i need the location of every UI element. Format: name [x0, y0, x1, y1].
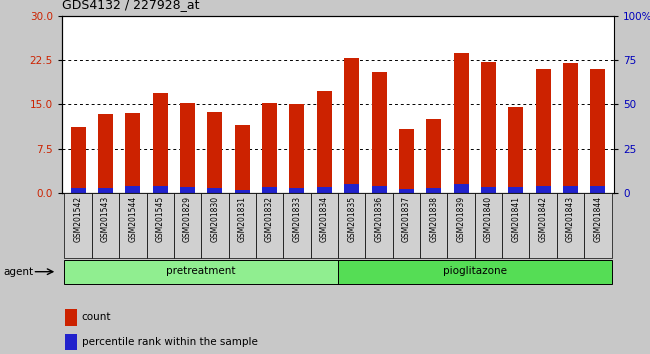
Text: GSM201543: GSM201543	[101, 196, 110, 242]
Bar	[229, 193, 256, 258]
Bar	[454, 184, 469, 193]
Bar	[426, 119, 441, 193]
Text: GSM201545: GSM201545	[156, 196, 164, 242]
Bar	[508, 107, 523, 193]
Bar	[98, 114, 113, 193]
Bar	[283, 193, 311, 258]
Bar	[311, 193, 338, 258]
Text: GSM201831: GSM201831	[238, 196, 247, 242]
Text: GSM201834: GSM201834	[320, 196, 329, 242]
Bar	[65, 334, 77, 350]
Bar	[125, 186, 140, 193]
Bar	[399, 129, 414, 193]
Bar	[125, 113, 140, 193]
Text: GSM201841: GSM201841	[512, 196, 520, 242]
Text: count: count	[82, 312, 111, 322]
Bar	[426, 188, 441, 193]
Bar	[393, 193, 420, 258]
Text: GSM201832: GSM201832	[265, 196, 274, 242]
Text: GSM201835: GSM201835	[347, 196, 356, 242]
Bar	[262, 103, 277, 193]
Bar	[146, 193, 174, 258]
Text: GSM201843: GSM201843	[566, 196, 575, 242]
Bar	[180, 187, 195, 193]
Bar	[174, 193, 202, 258]
Text: pretreatment: pretreatment	[166, 266, 236, 276]
Bar	[447, 193, 474, 258]
Bar	[536, 69, 551, 193]
Bar	[207, 112, 222, 193]
Bar	[262, 187, 277, 193]
Bar	[207, 188, 222, 193]
Bar	[344, 184, 359, 193]
Bar	[536, 186, 551, 193]
Bar	[64, 260, 338, 284]
Bar	[153, 93, 168, 193]
Text: GSM201836: GSM201836	[374, 196, 384, 242]
Text: GSM201839: GSM201839	[456, 196, 465, 242]
Bar	[338, 193, 365, 258]
Text: agent: agent	[3, 267, 33, 277]
Bar	[235, 125, 250, 193]
Bar	[92, 193, 119, 258]
Bar	[98, 188, 113, 193]
Bar	[557, 193, 584, 258]
Bar	[235, 190, 250, 193]
Text: GSM201830: GSM201830	[211, 196, 220, 242]
Bar	[344, 58, 359, 193]
Bar	[454, 53, 469, 193]
Bar	[180, 103, 195, 193]
Text: GSM201842: GSM201842	[539, 196, 548, 242]
Text: GSM201833: GSM201833	[292, 196, 302, 242]
Bar	[508, 187, 523, 193]
Bar	[71, 127, 86, 193]
Bar	[119, 193, 146, 258]
Bar	[584, 193, 612, 258]
Bar	[590, 69, 605, 193]
Bar	[590, 186, 605, 193]
Bar	[65, 309, 77, 326]
Bar	[530, 193, 557, 258]
Bar	[481, 187, 496, 193]
Text: GSM201829: GSM201829	[183, 196, 192, 242]
Text: pioglitazone: pioglitazone	[443, 266, 507, 276]
Bar	[365, 193, 393, 258]
Bar	[338, 260, 612, 284]
Bar	[502, 193, 530, 258]
Bar	[289, 104, 304, 193]
Bar	[563, 63, 578, 193]
Bar	[202, 193, 229, 258]
Bar	[372, 72, 387, 193]
Text: GSM201838: GSM201838	[429, 196, 438, 242]
Bar	[256, 193, 283, 258]
Bar	[317, 187, 332, 193]
Bar	[372, 186, 387, 193]
Bar	[481, 62, 496, 193]
Text: GSM201542: GSM201542	[73, 196, 83, 242]
Bar	[71, 188, 86, 193]
Bar	[399, 189, 414, 193]
Bar	[317, 91, 332, 193]
Bar	[420, 193, 447, 258]
Bar	[474, 193, 502, 258]
Bar	[153, 186, 168, 193]
Text: GSM201840: GSM201840	[484, 196, 493, 242]
Text: GSM201544: GSM201544	[128, 196, 137, 242]
Text: GDS4132 / 227928_at: GDS4132 / 227928_at	[62, 0, 200, 11]
Text: GSM201844: GSM201844	[593, 196, 603, 242]
Text: GSM201837: GSM201837	[402, 196, 411, 242]
Bar	[563, 186, 578, 193]
Bar	[64, 193, 92, 258]
Bar	[289, 188, 304, 193]
Text: percentile rank within the sample: percentile rank within the sample	[82, 337, 257, 347]
